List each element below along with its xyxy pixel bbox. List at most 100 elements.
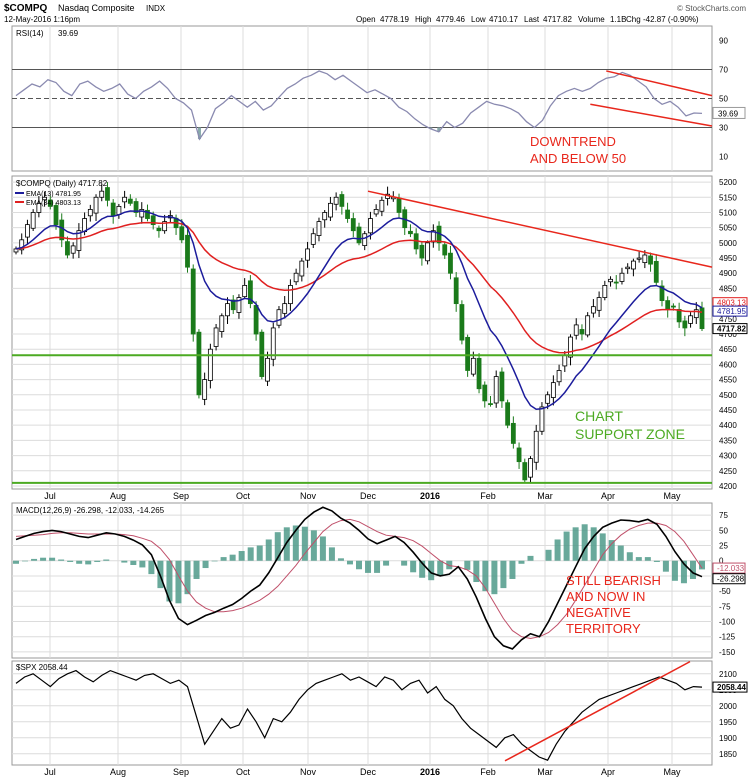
price-tick-label: 5200 <box>719 178 737 187</box>
month-label: Feb <box>480 767 496 777</box>
ema34-line <box>15 221 703 354</box>
panels: 10 30 50 70 90 RSI(14) 39.69 39.69 DOWNTREND AND … <box>11 25 748 766</box>
macd-histogram-bar <box>554 539 561 561</box>
candle-body <box>373 209 379 215</box>
price-tick-label: 4750 <box>719 315 737 324</box>
candle-body <box>539 406 545 432</box>
candle-body <box>442 244 448 256</box>
candle-body <box>150 215 156 226</box>
price-tick-label: 4650 <box>719 345 737 354</box>
macd-histogram-bar <box>419 560 426 578</box>
change-label: Chg <box>626 15 641 24</box>
rsi-annotation: DOWNTREND <box>530 134 616 149</box>
macd-histogram-bar <box>175 560 182 604</box>
macd-tick-label: 0 <box>719 557 724 566</box>
candle-body <box>299 260 305 277</box>
macd-histogram-bar <box>103 559 110 561</box>
month-label: Nov <box>300 767 317 777</box>
candle-body <box>556 370 562 383</box>
candle-body <box>99 190 105 198</box>
price-tag: 4781.95 <box>717 307 746 316</box>
macd-histogram-bar <box>220 557 227 561</box>
price-tag: 4803.13 <box>717 299 746 308</box>
rsi-line <box>15 70 703 141</box>
candle-body <box>631 260 636 270</box>
candle-body <box>550 382 556 398</box>
macd-tick-label: -150 <box>719 648 736 657</box>
change-value: -42.87 (-0.90%) <box>643 15 699 24</box>
macd-histogram-bar <box>509 560 516 579</box>
macd-histogram-bar <box>67 560 74 562</box>
month-label: Apr <box>601 767 615 777</box>
candle-body <box>19 239 25 251</box>
candle-body <box>190 268 196 335</box>
candle-body <box>76 230 82 251</box>
macd-tick-label: -50 <box>719 587 731 596</box>
candle-body <box>139 209 145 218</box>
macd-histogram-bar <box>94 560 101 562</box>
rsi-tick-label: 90 <box>719 37 728 46</box>
macd-histogram-bar <box>274 532 281 561</box>
candle-body <box>350 218 356 232</box>
macd-histogram-bar <box>644 557 651 561</box>
macd-tick-label: -75 <box>719 602 731 611</box>
macd-histogram-bar <box>518 560 525 564</box>
macd-histogram-bar <box>491 560 498 595</box>
candle-body <box>419 244 425 259</box>
candle-body <box>510 422 516 444</box>
support-annotation: SUPPORT ZONE <box>575 426 685 442</box>
macd-histogram-bar <box>527 555 534 561</box>
month-label: May <box>663 767 681 777</box>
macd-legend: MACD(12,26,9) -26.298, -12.033, -14.265 <box>16 506 165 515</box>
macd-histogram-bar <box>446 560 453 570</box>
candle-body <box>562 354 568 367</box>
macd-histogram-bar <box>346 560 353 565</box>
macd-histogram-bar <box>193 560 200 579</box>
candle-body <box>328 202 333 218</box>
open-value: 4778.19 <box>380 15 409 24</box>
candle-body <box>36 202 42 213</box>
volume-label: Volume <box>578 15 605 24</box>
candle-body <box>179 226 185 241</box>
macd-histogram-bar <box>31 558 38 561</box>
candle-body <box>585 315 591 336</box>
macd-histogram-bar <box>49 557 56 561</box>
candle-body <box>202 379 208 400</box>
macd-annotation: TERRITORY <box>566 621 641 636</box>
rsi-annotation: AND BELOW 50 <box>530 151 626 166</box>
support-annotation: CHART <box>575 408 623 424</box>
spx-tag-box <box>712 681 748 693</box>
price-tick-label: 4600 <box>719 360 737 369</box>
candle-body <box>196 331 202 396</box>
rsi-downtrend-line <box>606 70 713 97</box>
candle-body <box>499 371 505 402</box>
rsi-downtrend-line <box>590 103 713 127</box>
month-label: May <box>663 491 681 501</box>
month-label: Feb <box>480 491 496 501</box>
macd-annotation: NEGATIVE <box>566 605 631 620</box>
candle-body <box>688 315 693 324</box>
spx-tick-label: 2000 <box>719 702 737 711</box>
macd-histogram-bar <box>202 560 209 569</box>
candle-body <box>122 196 128 203</box>
spx-tick-label: 1850 <box>719 750 737 759</box>
price-tick-label: 4250 <box>719 467 737 476</box>
month-label: 2016 <box>420 767 440 777</box>
candle-body <box>242 284 248 298</box>
macd-histogram-bar <box>374 560 381 573</box>
month-label: Aug <box>110 767 126 777</box>
last-value: 4717.82 <box>543 15 572 24</box>
macd-histogram-bar <box>608 540 615 561</box>
panel-frame-price <box>11 175 713 490</box>
price-tick-label: 4300 <box>719 452 737 461</box>
macd-histogram-bar <box>310 530 317 561</box>
month-label: Jul <box>44 491 56 501</box>
rsi-last-tag <box>712 106 746 119</box>
month-label: Dec <box>360 491 377 501</box>
index-name: Nasdaq Composite <box>58 3 135 13</box>
month-label: Apr <box>601 491 615 501</box>
candle-body <box>322 212 328 221</box>
spx-uptrend-line <box>504 660 691 762</box>
macd-histogram-bar <box>599 533 606 561</box>
exchange-label: INDX <box>146 4 166 13</box>
